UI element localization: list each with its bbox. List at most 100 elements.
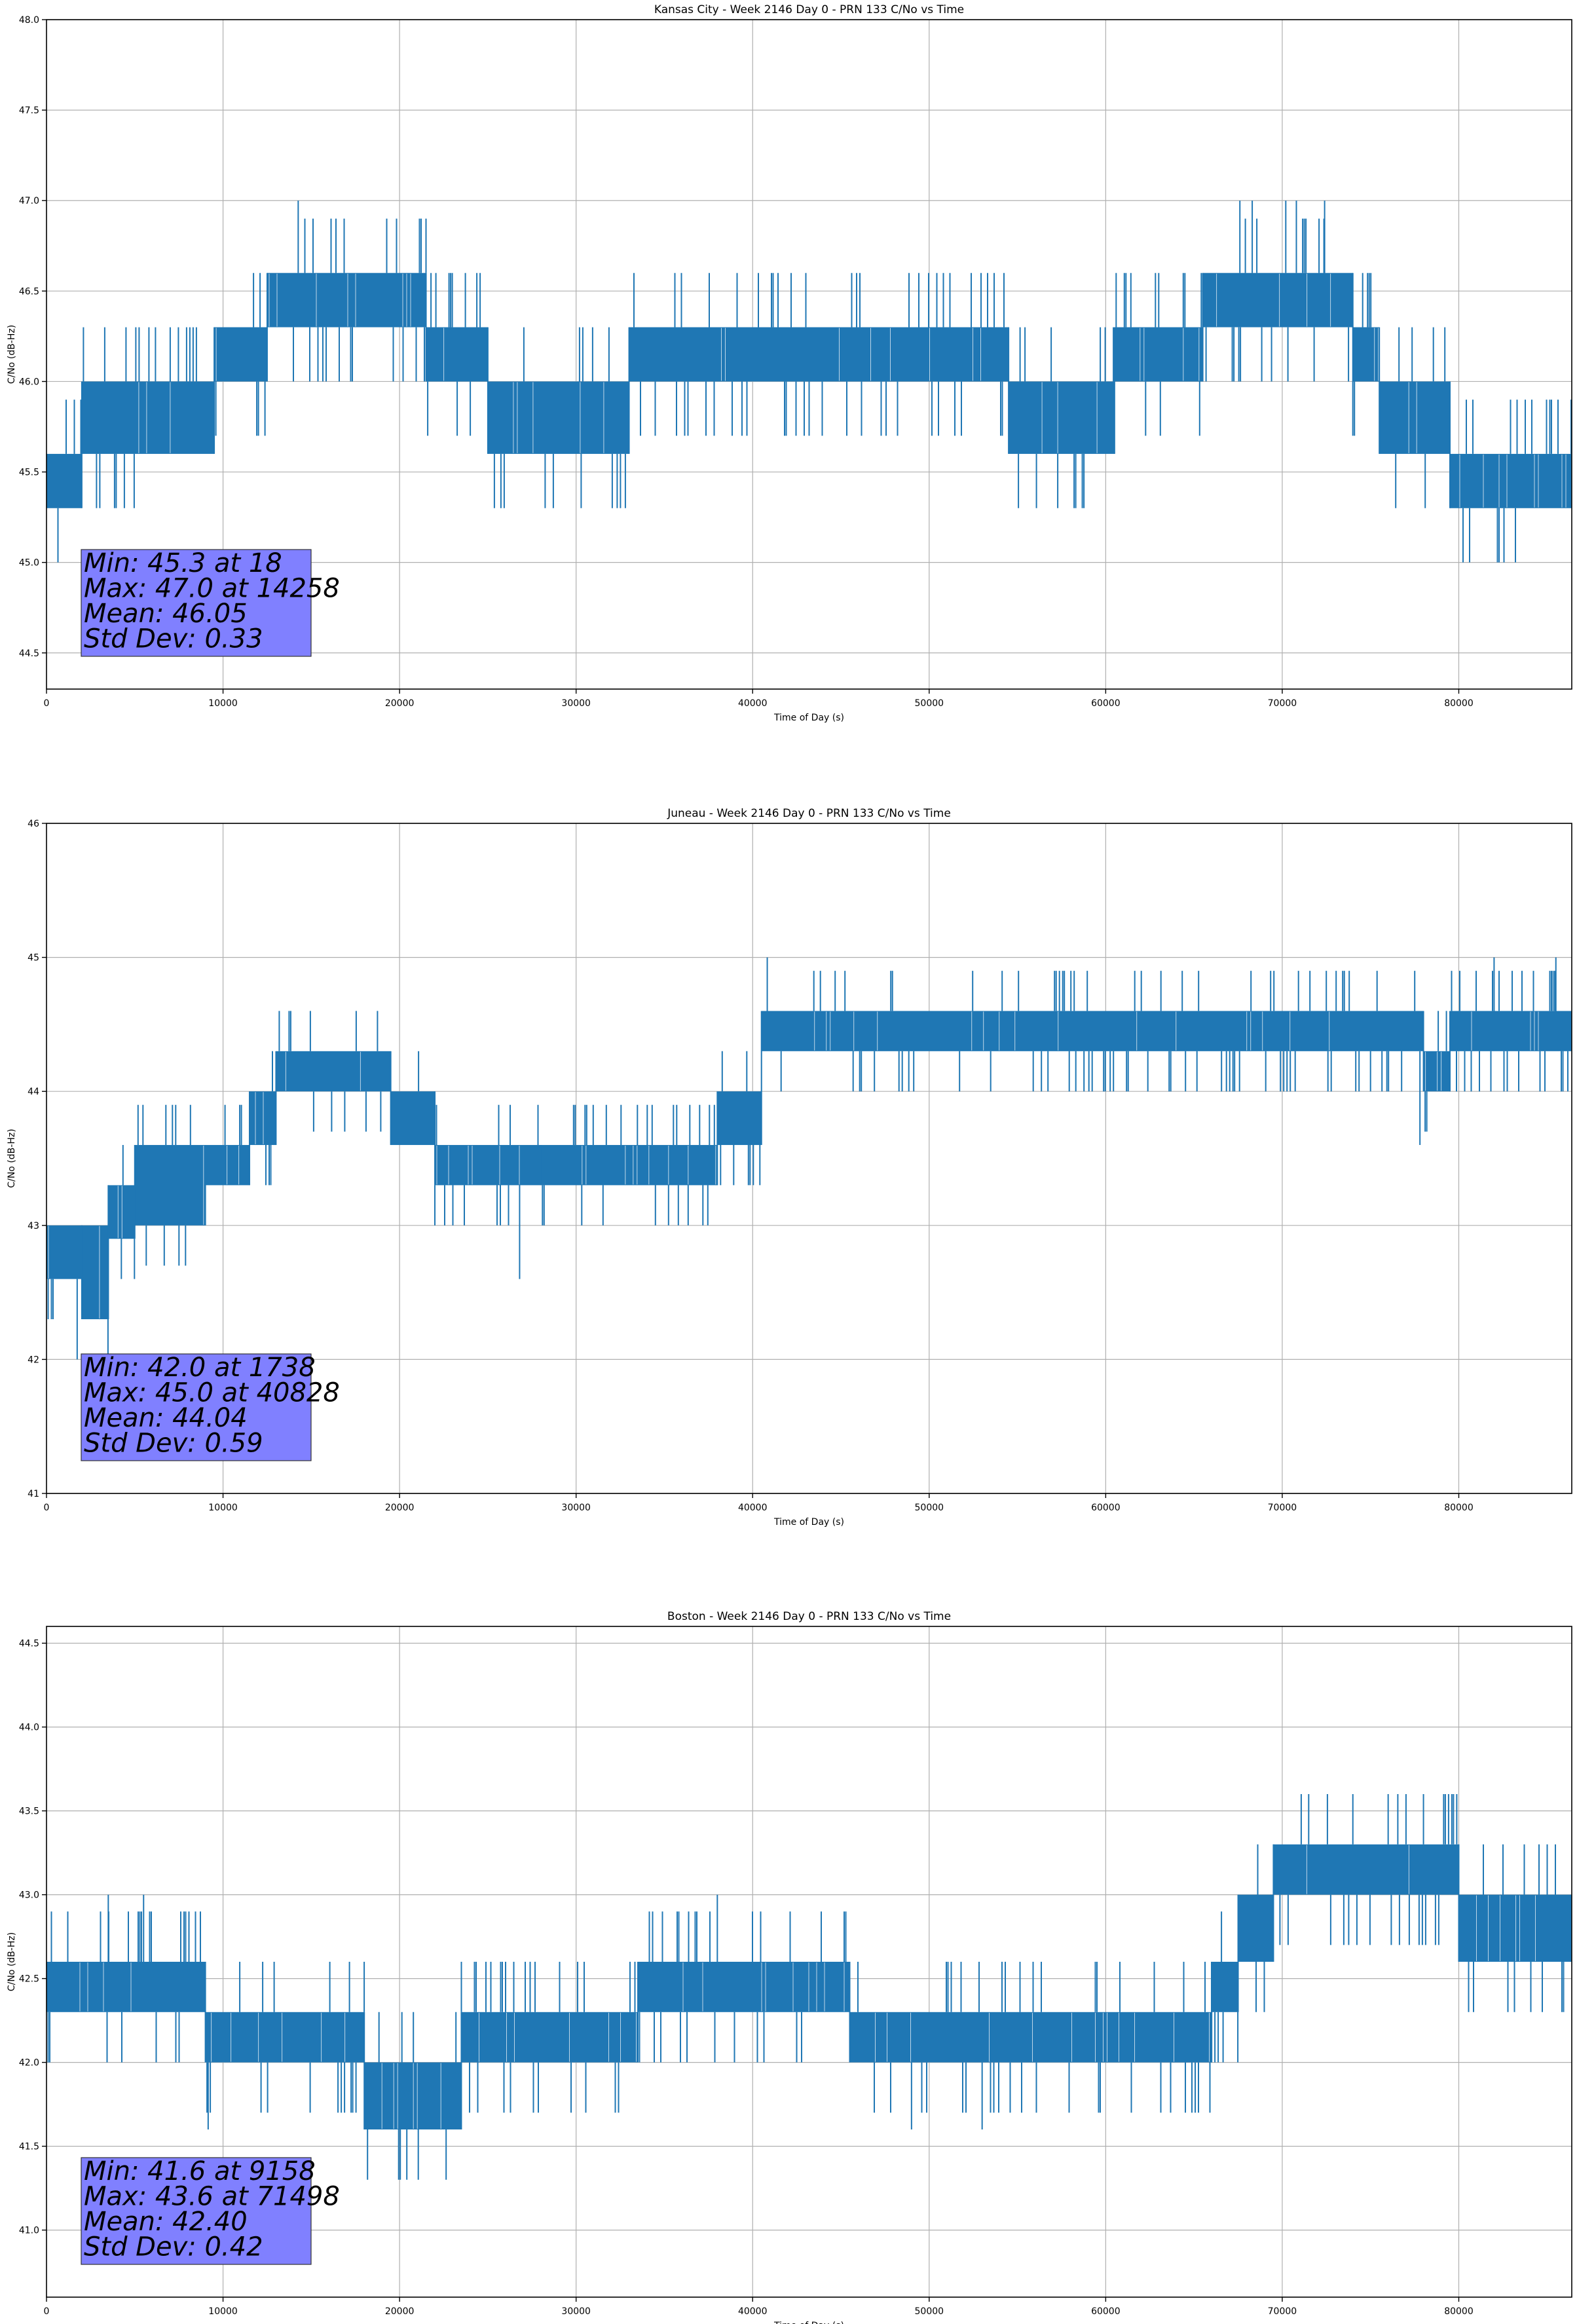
series-band-13 — [1423, 1011, 1451, 1132]
x-tick-label: 40000 — [738, 2306, 768, 2317]
series-gap — [682, 1962, 845, 2012]
x-tick-label: 70000 — [1268, 698, 1297, 709]
series-fluctuation — [639, 1911, 847, 2063]
series-gap — [269, 273, 411, 327]
series-band-fill — [1379, 381, 1451, 454]
y-tick-label: 44.5 — [19, 1639, 39, 1649]
y-tick-label: 47.5 — [19, 105, 39, 116]
x-tick-label: 20000 — [385, 698, 415, 709]
series-gap — [1471, 1011, 1539, 1051]
series-fluctuation — [47, 1279, 54, 1319]
series-band-9 — [1273, 1794, 1459, 1945]
series-gap — [1476, 1895, 1536, 1961]
x-tick-label: 60000 — [1091, 698, 1121, 709]
data-series — [46, 1794, 1572, 2180]
x-tick-label: 10000 — [208, 2306, 238, 2317]
series-gap — [1140, 328, 1200, 381]
stats-line: Std Dev: 0.33 — [84, 624, 263, 654]
series-band-fill — [638, 1962, 850, 2012]
x-tick-label: 50000 — [915, 2306, 944, 2317]
x-tick-label: 50000 — [915, 1503, 944, 1513]
series-band-11 — [1352, 272, 1380, 436]
series-fluctuation — [47, 1911, 201, 2063]
series-band-fill — [1212, 1962, 1238, 2012]
stats-line: Std Dev: 0.59 — [84, 1429, 263, 1459]
series-gap — [285, 1051, 361, 1091]
series-gap — [117, 1186, 122, 1239]
y-tick-label: 45.5 — [19, 468, 39, 478]
series-band-fill — [267, 272, 426, 328]
series-band-fill — [46, 453, 82, 508]
series-fluctuation — [460, 1962, 636, 2113]
x-tick-label: 60000 — [1091, 1503, 1121, 1513]
x-tick-label: 10000 — [208, 1503, 238, 1513]
y-tick-label: 44.0 — [19, 1723, 39, 1733]
series-fluctuation — [215, 272, 266, 436]
series-band-fill — [487, 381, 629, 454]
series-band-fill — [1238, 1894, 1274, 1962]
series-band-13 — [1450, 400, 1572, 563]
x-tick-label: 20000 — [385, 2306, 415, 2317]
stats-line: Min: 45.3 at 18 — [84, 548, 282, 578]
x-tick-label: 70000 — [1268, 2306, 1297, 2317]
x-tick-label: 10000 — [208, 698, 238, 709]
y-tick-label: 41.5 — [19, 2142, 39, 2152]
series-band-12 — [761, 971, 1424, 1092]
series-band-fill — [1423, 1051, 1451, 1092]
series-band-3 — [364, 2012, 462, 2180]
chart-panel-1: 0 10000 20000 30000 40000 50000 60000 70000 8000… — [7, 3, 1572, 723]
series-fluctuation — [121, 1145, 136, 1279]
series-band-5 — [426, 272, 488, 436]
stats-line: Max: 43.6 at 71498 — [84, 2182, 340, 2212]
chart-panel-3: 0 10000 20000 30000 40000 50000 60000 70000 8000… — [7, 1610, 1572, 2324]
y-tick-label: 44.5 — [19, 648, 39, 659]
x-axis-label: Time of Day (s) — [773, 2321, 844, 2324]
series-band-fill — [364, 2062, 462, 2129]
series-fluctuation — [83, 327, 197, 508]
series-band-fill — [134, 1145, 206, 1226]
series-fluctuation — [1424, 1011, 1447, 1132]
series-gap — [1408, 382, 1417, 453]
series-band-fill — [461, 2012, 639, 2063]
y-tick-label: 45 — [28, 953, 39, 964]
series-gap — [255, 1092, 264, 1144]
series-band-9 — [434, 1104, 541, 1226]
series-band-fill — [46, 1962, 206, 2012]
x-tick-label: 80000 — [1444, 2306, 1474, 2317]
series-band-3 — [108, 1145, 136, 1279]
series-fluctuation — [1115, 272, 1202, 436]
y-tick-label: 42.0 — [19, 2058, 39, 2069]
series-band-fill — [205, 1145, 250, 1186]
series-fluctuation — [1395, 327, 1446, 508]
series-fluctuation — [633, 272, 1005, 436]
series-fluctuation — [57, 400, 82, 563]
series-band-7 — [629, 272, 1009, 436]
series-band-11 — [717, 1051, 762, 1186]
y-tick-label: 43 — [28, 1221, 39, 1231]
series-fluctuation — [720, 1051, 761, 1186]
x-tick-label: 0 — [44, 2306, 50, 2317]
chart-title: Boston - Week 2146 Day 0 - PRN 133 C/No … — [667, 1610, 951, 1623]
series-fluctuation — [1279, 1794, 1458, 1945]
y-axis-label: C/No (dB-Hz) — [7, 1932, 17, 1991]
stats-line: Min: 42.0 at 1738 — [84, 1353, 316, 1383]
series-fluctuation — [1462, 400, 1572, 563]
series-band-9 — [1114, 272, 1203, 436]
x-tick-label: 30000 — [561, 2306, 591, 2317]
x-tick-label: 60000 — [1091, 2306, 1121, 2317]
stats-line: Mean: 42.40 — [84, 2207, 248, 2237]
series-band-6 — [849, 1962, 1212, 2113]
stats-line: Mean: 44.04 — [84, 1403, 248, 1433]
series-band-fill — [276, 1051, 391, 1092]
y-tick-label: 48.0 — [19, 15, 39, 26]
series-gap — [1374, 328, 1379, 381]
stats-box-background — [81, 549, 312, 657]
series-band-7 — [276, 1011, 391, 1132]
series-band-fill — [390, 1091, 436, 1146]
series-fluctuation — [427, 272, 481, 436]
stats-line: Std Dev: 0.42 — [84, 2232, 263, 2262]
series-gap — [814, 1011, 1330, 1051]
